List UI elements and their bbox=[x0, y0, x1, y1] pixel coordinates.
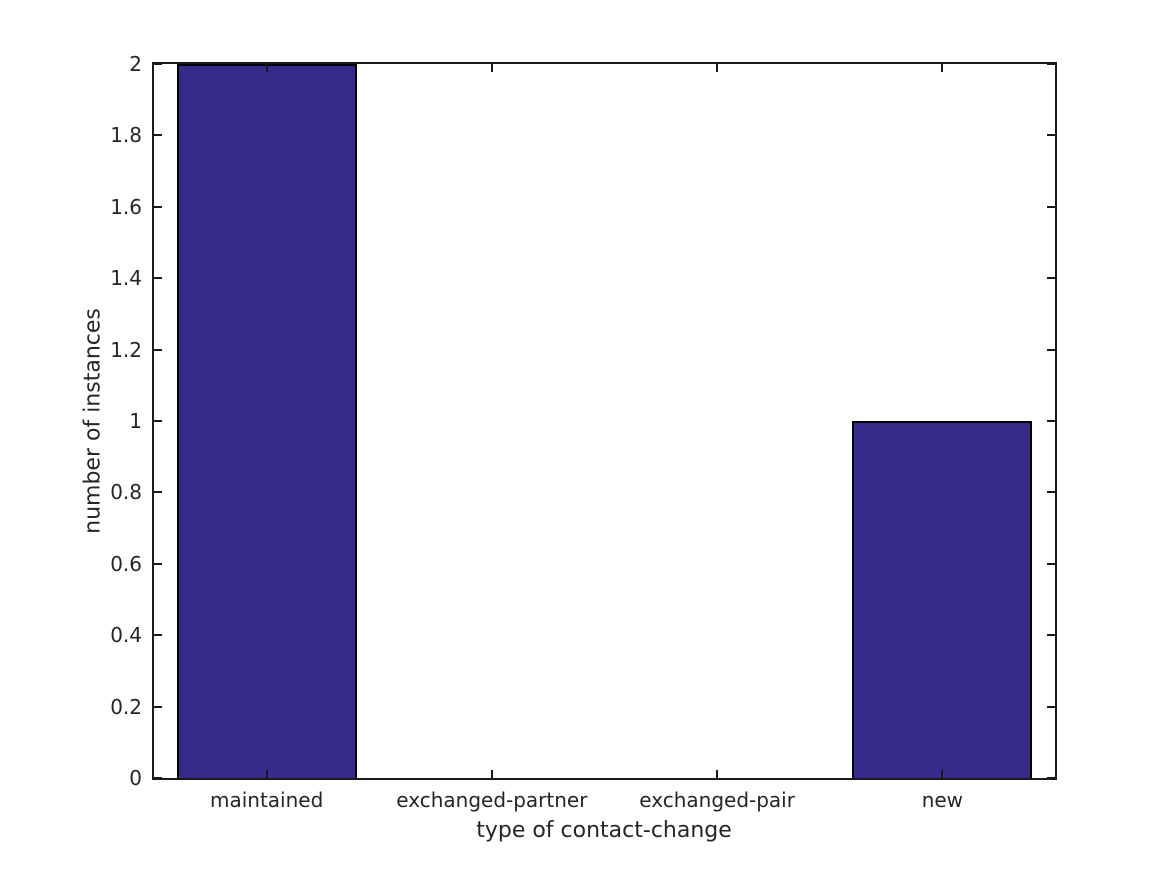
y-tick-left bbox=[154, 63, 162, 65]
x-tick-label-exchanged-partner: exchanged-partner bbox=[396, 788, 588, 812]
x-tick-label-new: new bbox=[921, 788, 964, 812]
y-tick-left bbox=[154, 134, 162, 137]
y-tick-left bbox=[154, 277, 162, 280]
y-tick-right bbox=[1047, 777, 1055, 779]
y-tick-right bbox=[1047, 63, 1055, 65]
y-tick-label: 1.2 bbox=[110, 337, 142, 362]
y-tick-right bbox=[1047, 277, 1055, 280]
y-tick-left bbox=[154, 777, 162, 779]
y-tick-right bbox=[1047, 634, 1055, 637]
x-tick-top bbox=[490, 64, 493, 72]
y-tick-right bbox=[1047, 348, 1055, 351]
y-tick-left bbox=[154, 348, 162, 351]
y-tick-label: 1.6 bbox=[110, 194, 142, 219]
y-tick-right bbox=[1047, 205, 1055, 208]
x-tick-top bbox=[941, 64, 944, 72]
y-tick-label: 0 bbox=[129, 766, 142, 790]
y-tick-right bbox=[1047, 562, 1055, 565]
x-tick-top bbox=[716, 64, 719, 72]
y-tick-left bbox=[154, 420, 162, 422]
y-tick-right bbox=[1047, 420, 1055, 422]
y-tick-label: 0.4 bbox=[110, 623, 142, 648]
y-tick-left bbox=[154, 705, 162, 708]
y-tick-label: 2 bbox=[129, 52, 142, 76]
y-tick-label: 1.8 bbox=[110, 123, 142, 148]
y-tick-left bbox=[154, 562, 162, 565]
x-axis-label: type of contact-change bbox=[476, 818, 732, 843]
x-tick-label-exchanged-pair: exchanged-pair bbox=[639, 788, 795, 812]
y-tick-right bbox=[1047, 705, 1055, 708]
bar-maintained bbox=[176, 64, 357, 778]
bar-new bbox=[852, 421, 1033, 778]
y-tick-label: 1.4 bbox=[110, 266, 142, 291]
plot-area bbox=[152, 62, 1057, 780]
y-tick-label: 0.2 bbox=[110, 694, 142, 719]
y-tick-left bbox=[154, 491, 162, 494]
x-tick-bottom bbox=[265, 770, 268, 778]
x-tick-bottom bbox=[490, 770, 493, 778]
y-tick-right bbox=[1047, 134, 1055, 137]
y-tick-left bbox=[154, 205, 162, 208]
x-tick-label-maintained: maintained bbox=[209, 788, 324, 812]
y-tick-label: 0.8 bbox=[110, 480, 142, 505]
y-tick-label: 0.6 bbox=[110, 551, 142, 576]
y-tick-right bbox=[1047, 491, 1055, 494]
x-tick-bottom bbox=[716, 770, 719, 778]
y-tick-left bbox=[154, 634, 162, 637]
x-tick-top bbox=[265, 64, 268, 72]
x-tick-bottom bbox=[941, 770, 944, 778]
y-tick-label: 1 bbox=[129, 409, 142, 433]
